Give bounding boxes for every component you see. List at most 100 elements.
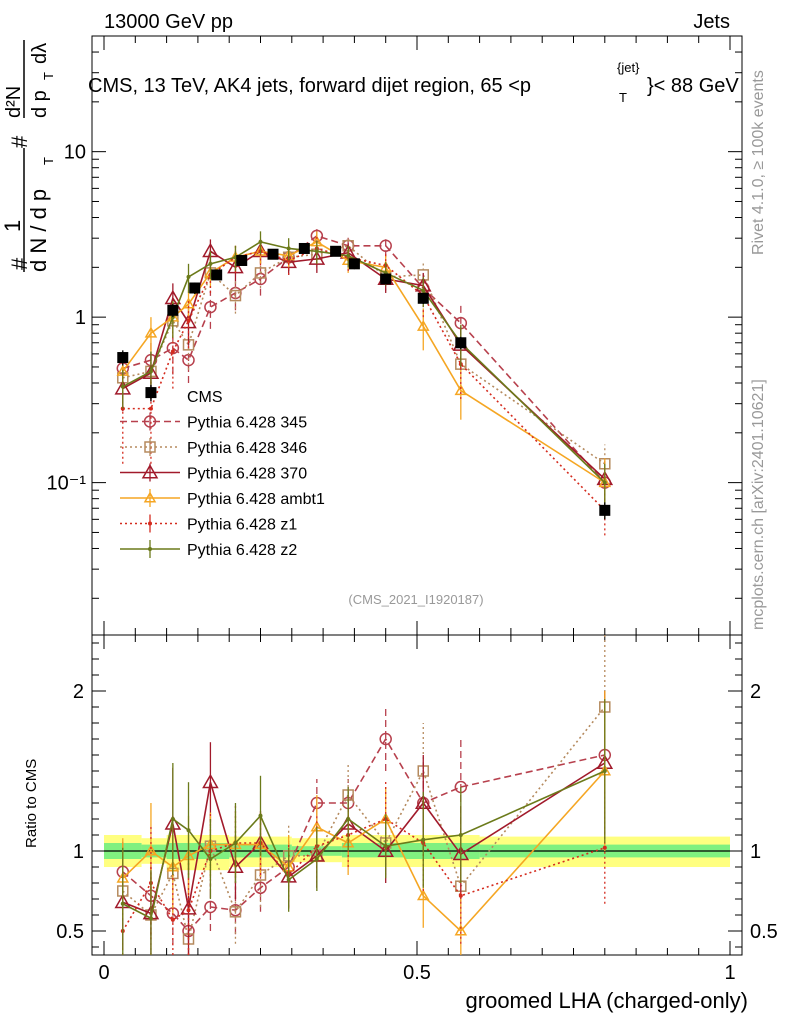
data-point: [254, 881, 267, 895]
ratio-y-tick-label-right: 2: [750, 681, 761, 703]
data-point: [258, 239, 263, 244]
y-tick-label: 10⁻¹: [47, 473, 87, 495]
data-point: [148, 406, 153, 411]
series-main-3: [114, 239, 614, 504]
ratio-y-tick-label-right: 1: [750, 841, 761, 863]
legend-marker: [148, 547, 152, 551]
data-point: [308, 250, 326, 265]
legend-item-0: CMS: [187, 389, 223, 406]
data-point: [280, 253, 297, 269]
data-point: [120, 384, 125, 389]
ylabel-hash1: #: [7, 257, 32, 270]
data-point: [602, 845, 607, 850]
legend-label: Pythia 6.428 346: [187, 440, 307, 457]
x-tick-label: 1: [724, 962, 735, 984]
legend-label: Pythia 6.428 z2: [187, 542, 297, 559]
data-point: [602, 769, 607, 773]
ratio-panel: 0.5 0.5 1 1 2 2 0 0.5 1: [56, 634, 778, 984]
series-line: [122, 737, 605, 933]
data-point: [298, 242, 310, 254]
ylabel-d2n: d²N: [3, 86, 25, 118]
legend-label: Pythia 6.428 370: [187, 466, 307, 483]
ylabel-dn-sub: T: [41, 157, 56, 165]
data-point: [379, 239, 392, 253]
data-point: [167, 304, 179, 316]
series-main-0: [117, 242, 611, 520]
y-axis-label-main: # 1 d N / d p T # d²N d p T dλ: [0, 40, 56, 272]
data-point: [330, 245, 342, 257]
legend-marker: [141, 463, 159, 479]
data-point: [455, 337, 467, 349]
ylabel-one: 1: [0, 220, 25, 232]
data-point: [186, 828, 191, 833]
data-point: [314, 249, 319, 254]
data-point: [236, 254, 248, 266]
legend-item-1: Pythia 6.428 345: [120, 412, 307, 432]
ylabel-dn: d N / d p: [26, 189, 51, 272]
legend-label: CMS: [187, 389, 223, 406]
data-point: [120, 901, 125, 906]
data-point: [145, 387, 157, 399]
data-point: [417, 292, 429, 304]
data-point: [211, 269, 223, 281]
rivet-version-label: Rivet 4.1.0, ≥ 100k events: [750, 70, 767, 255]
x-axis-label: groomed LHA (charged-only): [466, 988, 748, 1013]
series-line: [122, 234, 606, 484]
ratio-y-tick-label: 1: [73, 841, 84, 863]
data-point: [144, 844, 158, 856]
data-point: [314, 857, 319, 861]
data-point: [254, 267, 267, 279]
series-main-1: [116, 226, 612, 499]
data-point: [348, 258, 360, 270]
series-ratio-0: [116, 691, 612, 955]
legend-marker: [148, 521, 152, 526]
data-point: [186, 908, 191, 913]
data-point: [286, 246, 291, 251]
plot-title-sup: {jet}: [617, 60, 640, 75]
legend-item-2: Pythia 6.428 346: [120, 438, 307, 457]
data-point: [202, 773, 219, 789]
legend-item-5: Pythia 6.428 z1: [120, 514, 297, 534]
ratio-ylabel: Ratio to CMS: [23, 759, 40, 848]
legend-marker: [144, 441, 156, 453]
legend-label: Pythia 6.428 ambt1: [187, 491, 325, 508]
legend-item-6: Pythia 6.428 z2: [120, 540, 297, 559]
data-point: [599, 504, 611, 516]
legend-label: Pythia 6.428 345: [187, 415, 307, 432]
ratio-y-tick-label: 0.5: [56, 921, 84, 943]
data-point: [144, 326, 158, 338]
series-ratio-5: [120, 699, 607, 955]
x-tick-label: 0.5: [403, 962, 431, 984]
data-point: [267, 248, 279, 260]
data-point: [258, 813, 263, 818]
data-point: [170, 349, 175, 354]
data-point: [416, 319, 430, 331]
data-point: [186, 318, 191, 323]
data-point: [204, 300, 217, 314]
legend-item-3: Pythia 6.428 370: [120, 463, 307, 483]
legend: CMS Pythia 6.428 345 Pythia 6.428 346 Pythi…: [120, 389, 325, 559]
data-point: [148, 916, 153, 921]
data-point: [117, 352, 129, 364]
data-point: [383, 844, 388, 849]
data-point: [229, 906, 242, 918]
data-point: [458, 893, 463, 898]
y-tick-label: 10: [64, 142, 86, 164]
analysis-tag: (CMS_2021_I1920187): [348, 592, 483, 607]
category-label: Jets: [693, 11, 730, 33]
data-point: [208, 261, 213, 266]
data-point: [148, 369, 153, 374]
series-ratio-2: [114, 691, 614, 955]
data-point: [204, 900, 217, 914]
data-point: [454, 924, 468, 936]
series-line: [122, 818, 606, 932]
plot-title-sub: T: [619, 90, 627, 105]
series-line: [122, 706, 606, 940]
series-line: [122, 244, 606, 465]
ratio-y-tick-label: 2: [73, 681, 84, 703]
legend-marker: [143, 491, 157, 503]
data-point: [416, 889, 430, 901]
legend-marker: [143, 415, 157, 428]
ylabel-hash2: #: [7, 135, 32, 148]
main-panel: 10⁻¹ 1 10: [47, 35, 743, 636]
